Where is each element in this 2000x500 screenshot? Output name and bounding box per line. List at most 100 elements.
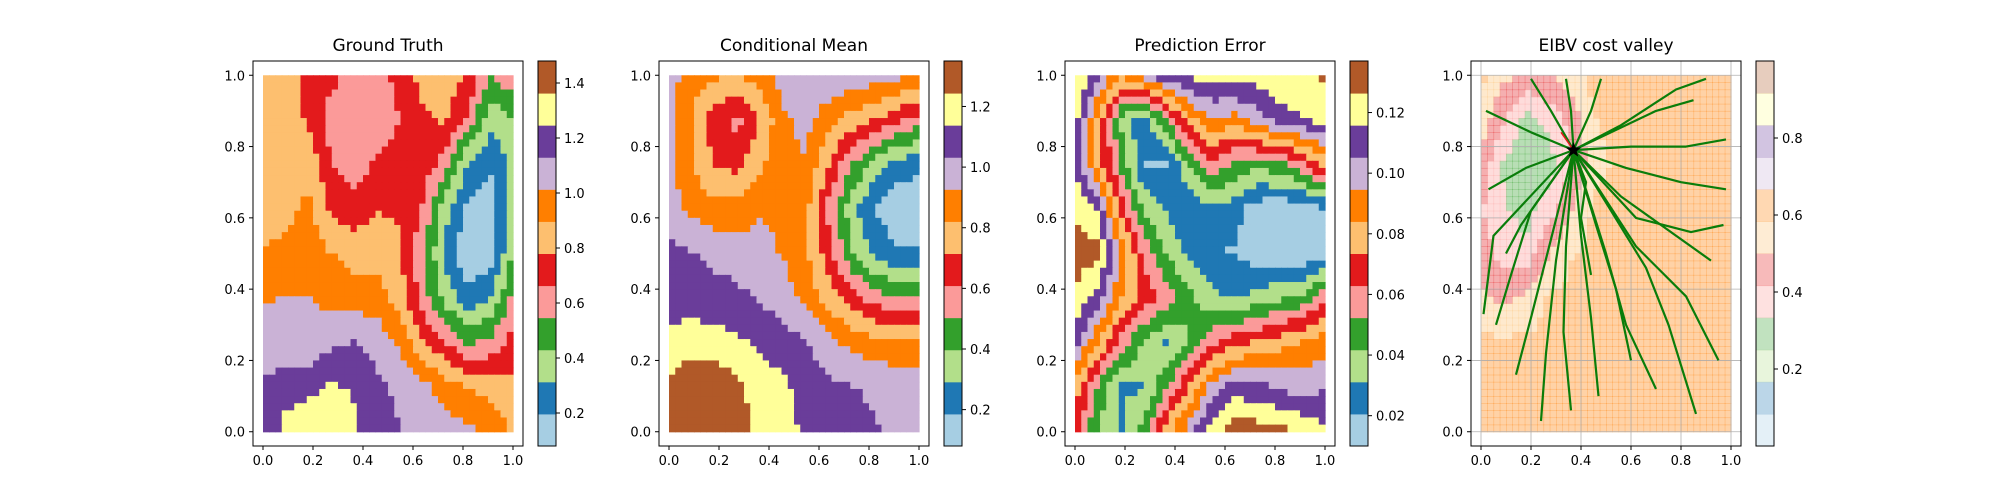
heatmap-cell: [1150, 103, 1157, 112]
heatmap-cell: [400, 374, 408, 383]
heatmap-cell: [806, 167, 814, 176]
heatmap-cell: [725, 289, 733, 297]
heatmap-cell: [394, 103, 402, 112]
heatmap-cell: [794, 303, 801, 312]
heatmap-cell: [369, 210, 377, 219]
heatmap-cell: [481, 232, 489, 240]
heatmap-cell: [831, 282, 839, 290]
heatmap-cell: [906, 417, 914, 426]
heatmap-cell: [1212, 118, 1220, 126]
heatmap-cell: [369, 253, 377, 262]
heatmap-cell: [1312, 96, 1320, 105]
heatmap-cell: [369, 403, 377, 411]
heatmap-cell: [394, 417, 402, 426]
heatmap-cell: [500, 89, 508, 98]
heatmap-cell: [1206, 196, 1214, 205]
heatmap-cell: [450, 125, 458, 133]
heatmap-cell: [850, 303, 858, 312]
heatmap-cell: [719, 132, 726, 141]
heatmap-cell: [744, 417, 751, 426]
heatmap-cell: [1293, 224, 1301, 233]
heatmap-cell: [862, 317, 870, 326]
heatmap-cell: [1250, 217, 1257, 226]
heatmap-cell: [1100, 189, 1107, 198]
heatmap-cell: [781, 82, 789, 91]
heatmap-cell: [862, 331, 870, 340]
heatmap-cell: [875, 331, 883, 340]
heatmap-cell: [887, 424, 895, 433]
heatmap-cell: [900, 324, 908, 333]
heatmap-cell: [881, 232, 889, 240]
heatmap-cell: [681, 396, 689, 404]
heatmap-cell: [844, 153, 851, 162]
heatmap-cell: [794, 224, 801, 233]
heatmap-cell: [1212, 110, 1220, 119]
heatmap-cell: [313, 89, 320, 98]
heatmap-cell: [500, 246, 508, 255]
heatmap-cell: [669, 160, 676, 169]
heatmap-cell: [1200, 203, 1207, 212]
heatmap-cell: [500, 346, 508, 354]
heatmap-cell: [1318, 224, 1326, 233]
heatmap-cell: [756, 353, 764, 362]
heatmap-cell: [894, 110, 901, 119]
colorbar-segment: [944, 253, 962, 287]
heatmap-cell: [725, 303, 733, 312]
heatmap-cell: [438, 260, 445, 269]
heatmap-cell: [469, 396, 477, 404]
colorbar-tick-label: 0.2: [564, 407, 585, 422]
heatmap-cell: [669, 282, 676, 290]
heatmap-cell: [463, 303, 470, 312]
heatmap-cell: [1300, 217, 1307, 226]
heatmap-cell: [506, 96, 514, 105]
heatmap-cell: [831, 89, 839, 98]
heatmap-cell: [856, 182, 864, 190]
heatmap-cell: [675, 232, 683, 240]
heatmap-cell: [869, 118, 876, 126]
heatmap-cell: [669, 167, 676, 176]
heatmap-cell: [319, 167, 327, 176]
heatmap-cell: [313, 246, 320, 255]
heatmap-cell: [431, 317, 439, 326]
heatmap-cell: [806, 296, 814, 305]
heatmap-cell: [700, 424, 708, 433]
heatmap-cell: [381, 424, 389, 433]
heatmap-cell: [275, 374, 283, 383]
heatmap-cell: [344, 153, 352, 162]
heatmap-cell: [425, 317, 433, 326]
heatmap-cell: [425, 125, 433, 133]
heatmap-cell: [669, 182, 676, 190]
heatmap-cell: [900, 175, 908, 183]
heatmap-cell: [1225, 203, 1232, 212]
heatmap-cell: [463, 224, 470, 233]
heatmap-cell: [469, 132, 477, 141]
heatmap-cell: [1212, 89, 1220, 98]
heatmap-cell: [750, 253, 758, 262]
heatmap-cell: [388, 139, 395, 148]
heatmap-cell: [762, 282, 770, 290]
heatmap-cell: [1262, 110, 1270, 119]
heatmap-cell: [819, 324, 826, 333]
heatmap-cell: [281, 125, 289, 133]
heatmap-cell: [812, 96, 820, 105]
heatmap-cell: [794, 289, 801, 297]
heatmap-cell: [1287, 182, 1295, 190]
heatmap-cell: [1225, 146, 1232, 155]
heatmap-cell: [1125, 75, 1132, 83]
heatmap-cell: [731, 139, 739, 148]
heatmap-cell: [494, 175, 502, 183]
heatmap-cell: [850, 374, 858, 383]
heatmap-cell: [325, 196, 333, 205]
heatmap-cell: [356, 317, 364, 326]
heatmap-cell: [1162, 153, 1170, 162]
heatmap-cell: [850, 403, 858, 411]
heatmap-cell: [331, 189, 339, 198]
heatmap-cell: [1275, 153, 1282, 162]
heatmap-cell: [762, 403, 770, 411]
heatmap-cell: [350, 139, 358, 148]
heatmap-cell: [762, 160, 770, 169]
x-tick-label: 0.0: [253, 454, 274, 469]
heatmap-cell: [737, 146, 745, 155]
heatmap-cell: [488, 153, 495, 162]
heatmap-cell: [875, 282, 883, 290]
